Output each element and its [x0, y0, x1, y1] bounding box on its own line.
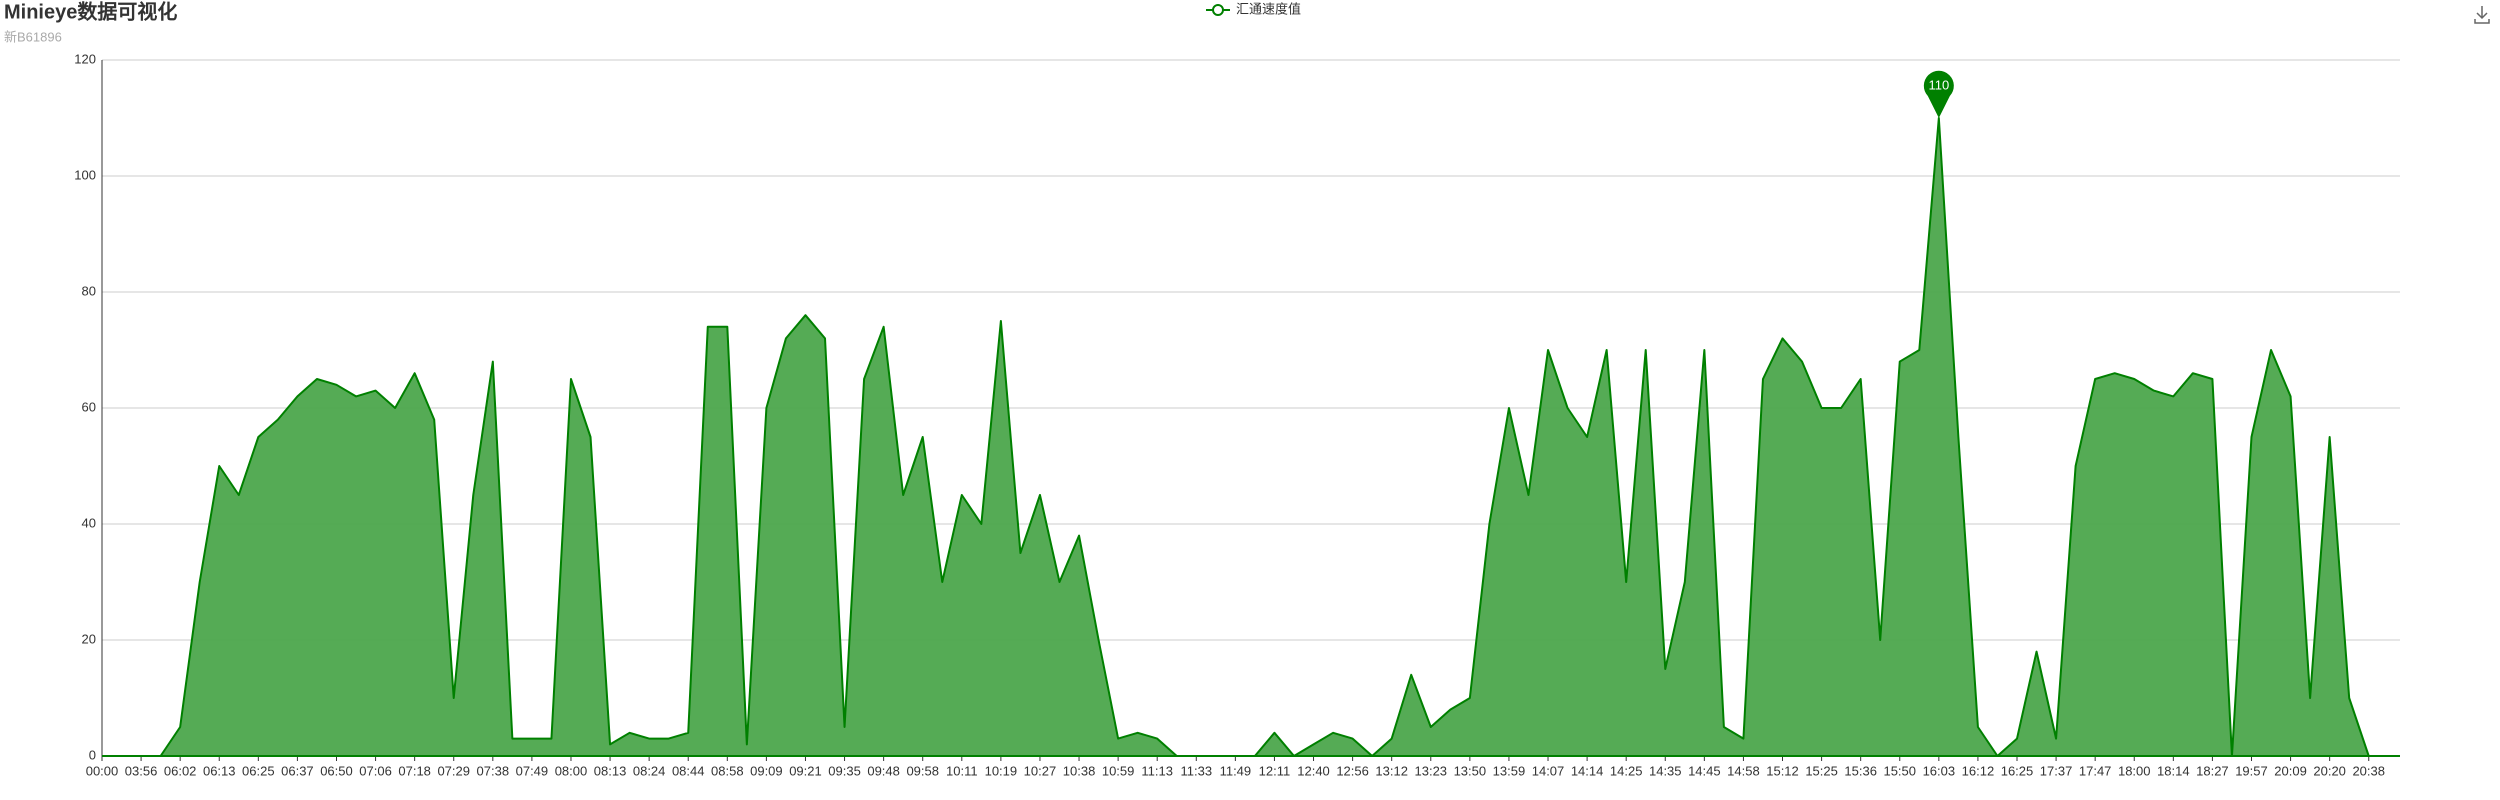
x-tick-label: 08:13	[594, 763, 627, 778]
x-tick-label: 16:12	[1962, 763, 1995, 778]
x-tick-label: 12:56	[1336, 763, 1369, 778]
max-marker: 110	[1923, 70, 1954, 118]
x-tick-label: 09:35	[828, 763, 861, 778]
y-tick-label: 0	[89, 747, 96, 762]
x-tick-label: 06:50	[320, 763, 353, 778]
x-tick-label: 13:12	[1375, 763, 1408, 778]
x-tick-label: 11:13	[1141, 763, 1173, 778]
download-glyph[interactable]	[2474, 6, 2490, 24]
chart-subtitle: 新B61896	[4, 29, 62, 44]
x-tick-label: 09:21	[789, 763, 822, 778]
x-tick-label: 06:13	[203, 763, 236, 778]
x-tick-label: 08:24	[633, 763, 666, 778]
x-tick-label: 11:49	[1220, 763, 1252, 778]
x-tick-label: 14:07	[1532, 763, 1565, 778]
x-tick-label: 15:36	[1844, 763, 1877, 778]
x-tick-label: 10:19	[985, 763, 1018, 778]
legend-label[interactable]: 汇通速度值	[1236, 1, 1301, 16]
x-tick-label: 09:09	[750, 763, 783, 778]
x-tick-label: 20:38	[2352, 763, 2385, 778]
x-tick-label: 16:03	[1923, 763, 1956, 778]
x-tick-label: 17:47	[2079, 763, 2112, 778]
x-tick-label: 16:25	[2001, 763, 2034, 778]
x-tick-label: 09:48	[867, 763, 900, 778]
x-tick-label: 06:02	[164, 763, 197, 778]
x-tick-label: 20:09	[2274, 763, 2307, 778]
y-tick-label: 40	[82, 515, 96, 530]
x-tick-label: 10:11	[946, 763, 978, 778]
x-tick-label: 14:14	[1571, 763, 1604, 778]
y-tick-label: 20	[82, 631, 96, 646]
x-tick-label: 07:49	[516, 763, 549, 778]
x-tick-label: 07:38	[477, 763, 510, 778]
x-tick-label: 06:25	[242, 763, 275, 778]
x-tick-label: 00:00	[86, 763, 119, 778]
x-tick-label: 07:18	[398, 763, 431, 778]
x-tick-label: 03:56	[125, 763, 158, 778]
x-tick-label: 17:37	[2040, 763, 2073, 778]
max-label: 110	[1928, 77, 1949, 92]
x-tick-label: 07:29	[437, 763, 470, 778]
x-tick-label: 15:12	[1766, 763, 1799, 778]
x-tick-label: 10:27	[1024, 763, 1057, 778]
x-tick-label: 12:11	[1259, 763, 1291, 778]
x-tick-label: 15:50	[1883, 763, 1916, 778]
x-tick-label: 08:00	[555, 763, 588, 778]
x-tick-label: 13:50	[1454, 763, 1487, 778]
legend-marker	[1212, 4, 1224, 16]
x-tick-label: 18:27	[2196, 763, 2229, 778]
y-tick-label: 120	[74, 51, 96, 66]
x-tick-label: 12:40	[1297, 763, 1330, 778]
y-tick-label: 60	[82, 399, 96, 414]
area	[102, 118, 2389, 756]
x-tick-label: 13:23	[1415, 763, 1448, 778]
download-icon[interactable]	[2474, 6, 2490, 24]
x-tick-label: 14:35	[1649, 763, 1682, 778]
x-tick-label: 08:58	[711, 763, 744, 778]
x-tick-label: 18:00	[2118, 763, 2151, 778]
x-tick-label: 13:59	[1493, 763, 1526, 778]
x-tick-label: 15:25	[1805, 763, 1838, 778]
x-tick-label: 10:59	[1102, 763, 1135, 778]
x-tick-label: 14:45	[1688, 763, 1721, 778]
x-tick-label: 07:06	[359, 763, 392, 778]
y-tick-label: 80	[82, 283, 96, 298]
x-tick-label: 06:37	[281, 763, 314, 778]
x-tick-label: 19:57	[2235, 763, 2268, 778]
x-tick-label: 20:20	[2313, 763, 2346, 778]
x-tick-label: 10:38	[1063, 763, 1096, 778]
x-tick-label: 11:33	[1180, 763, 1212, 778]
max-pin	[1923, 70, 1954, 118]
x-tick-label: 14:58	[1727, 763, 1760, 778]
x-tick-label: 18:14	[2157, 763, 2190, 778]
x-tick-label: 08:44	[672, 763, 705, 778]
chart-title: Minieye数据可视化	[4, 0, 177, 23]
x-tick-label: 09:58	[906, 763, 939, 778]
x-tick-label: 14:25	[1610, 763, 1643, 778]
y-tick-label: 100	[74, 167, 96, 182]
